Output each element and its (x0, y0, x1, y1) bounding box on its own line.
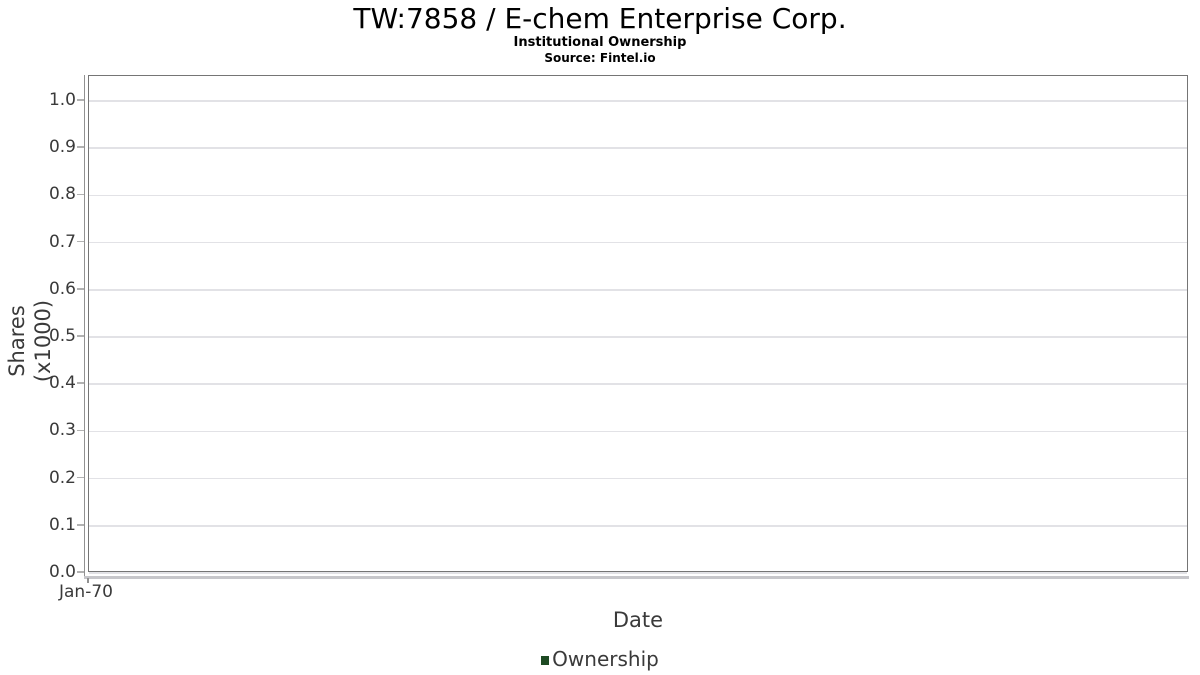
y-tick-mark (77, 524, 84, 526)
y-tick-mark (77, 571, 84, 573)
y-axis-line (83, 75, 85, 578)
y-gridline (89, 241, 1187, 244)
y-gridline (89, 525, 1187, 527)
chart-source: Source: Fintel.io (544, 51, 656, 65)
y-tick-label: 0.5 (48, 326, 76, 346)
y-tick-mark (77, 99, 84, 101)
chart-subtitle: Institutional Ownership (513, 35, 687, 50)
y-gridline (89, 477, 1187, 480)
y-tick-label: 0.8 (48, 184, 76, 205)
y-tick-label: 0.3 (48, 420, 76, 441)
x-tick-label: Jan-70 (59, 582, 113, 602)
legend-marker-icon (541, 655, 550, 665)
x-axis-title: Date (612, 608, 664, 632)
y-tick-label: 0.2 (48, 467, 76, 488)
y-gridline (89, 100, 1187, 102)
legend: Ownership (0, 646, 1200, 672)
y-gridline (89, 336, 1187, 338)
x-axis-line (84, 576, 1189, 579)
y-gridline (89, 572, 1187, 574)
plot-area (88, 75, 1188, 574)
legend-label: Ownership (552, 647, 659, 671)
y-tick-mark (77, 146, 84, 148)
y-tick-mark (77, 382, 84, 384)
y-tick-label: 1.0 (48, 90, 76, 110)
y-tick-mark (77, 240, 84, 243)
y-tick-mark (77, 429, 84, 432)
y-gridline (89, 289, 1187, 291)
y-gridline (89, 194, 1187, 197)
y-tick-label: 0.1 (48, 514, 76, 535)
y-tick-label: 0.0 (48, 562, 76, 582)
y-gridline (89, 383, 1187, 385)
y-tick-mark (77, 288, 84, 290)
y-gridline (89, 430, 1187, 433)
x-tick-mark (87, 578, 89, 583)
y-tick-mark (77, 476, 84, 479)
chart-title: TW:7858 / E-chem Enterprise Corp. (353, 2, 847, 35)
y-tick-mark (77, 335, 84, 337)
y-tick-label: 0.6 (48, 278, 76, 299)
y-gridline (89, 147, 1187, 149)
y-tick-mark (77, 193, 84, 196)
y-tick-label: 0.9 (48, 137, 76, 158)
y-tick-label: 0.7 (48, 231, 76, 252)
y-tick-label: 0.4 (48, 373, 76, 394)
